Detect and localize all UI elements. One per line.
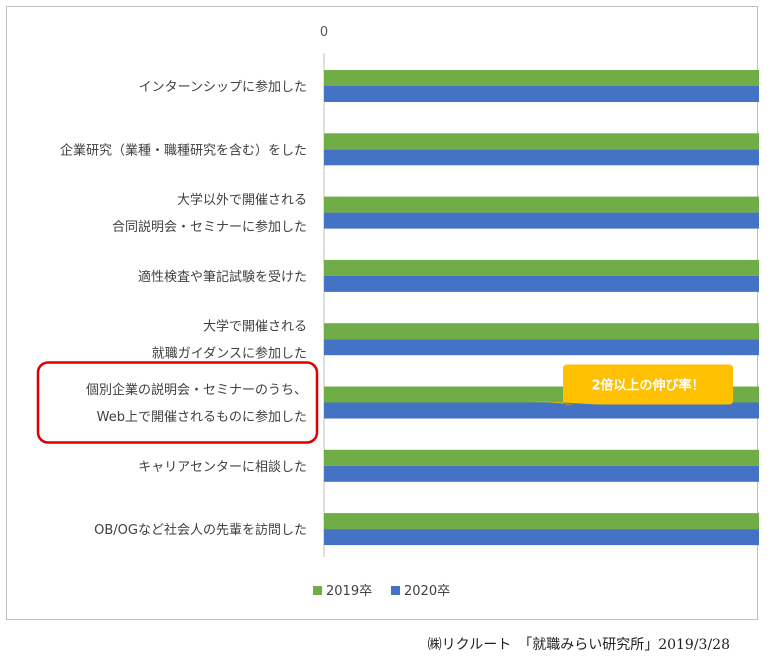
legend-swatch — [313, 586, 322, 595]
category-label: 企業研究（業種・職種研究を含む）をした — [60, 142, 307, 158]
legend-label: 2019卒 — [326, 584, 372, 599]
bar — [324, 402, 759, 419]
callout-bubble — [527, 364, 733, 405]
bar — [324, 149, 759, 166]
bar — [324, 275, 759, 292]
highlight-box — [36, 361, 319, 444]
legend-label: 2020卒 — [404, 584, 450, 599]
category-label: 適性検査や筆記試験を受けた — [138, 269, 307, 285]
bar — [324, 339, 759, 356]
category-label: インターンシップに参加した — [139, 79, 307, 95]
bar — [324, 70, 759, 86]
chart-frame: 01020304050607057.757.9インターンシップに参加した46.5… — [6, 6, 759, 620]
bar — [324, 449, 759, 466]
category-label: キャリアセンターに相談した — [138, 459, 307, 475]
bar — [324, 133, 759, 150]
callout-text: 2倍以上の伸び率！ — [591, 378, 704, 394]
category-label: 合同説明会・セミナーに参加した — [112, 219, 307, 235]
bar — [324, 212, 759, 229]
bar-chart: 01020304050607057.757.9インターンシップに参加した46.5… — [36, 25, 759, 599]
source-credit: ㈱リクルート 「就職みらい研究所」2019/3/28 — [427, 637, 730, 653]
bar — [324, 529, 759, 546]
x-tick-label: 0 — [320, 25, 328, 40]
bar — [324, 86, 759, 102]
legend-swatch — [391, 586, 400, 595]
category-label: 個別企業の説明会・セミナーのうち、 — [86, 382, 307, 398]
category-label: Web上で開催されるものに参加した — [97, 409, 307, 425]
bar — [324, 323, 759, 340]
bar — [324, 259, 759, 276]
category-label: 大学で開催される — [203, 319, 307, 335]
bar — [324, 196, 759, 213]
category-label: 就職ガイダンスに参加した — [152, 346, 307, 362]
category-label: 大学以外で開催される — [177, 192, 307, 208]
bar — [324, 465, 759, 482]
bar — [324, 513, 759, 530]
category-label: OB/OGなど社会人の先輩を訪問した — [94, 522, 307, 538]
